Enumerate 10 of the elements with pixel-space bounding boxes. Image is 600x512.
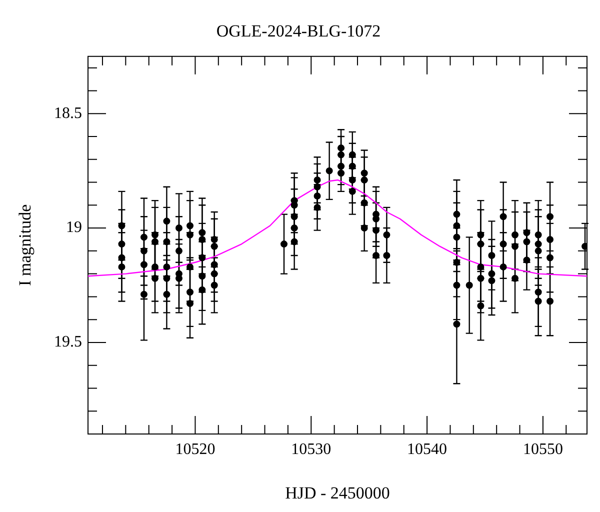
- x-axis-title: HJD - 2450000: [285, 483, 390, 502]
- x-tick-label: 10540: [407, 440, 448, 458]
- chart-title: OGLE-2024-BLG-1072: [216, 22, 381, 41]
- y-tick-label: 19: [66, 219, 82, 236]
- x-tick-label: 10520: [175, 440, 216, 458]
- y-tick-label: 19.5: [54, 334, 82, 351]
- x-tick-label: 10530: [291, 440, 332, 458]
- x-tick-label: 10550: [522, 440, 563, 458]
- y-tick-label: 18.5: [54, 104, 82, 122]
- y-axis-title: I magnitude: [16, 204, 35, 286]
